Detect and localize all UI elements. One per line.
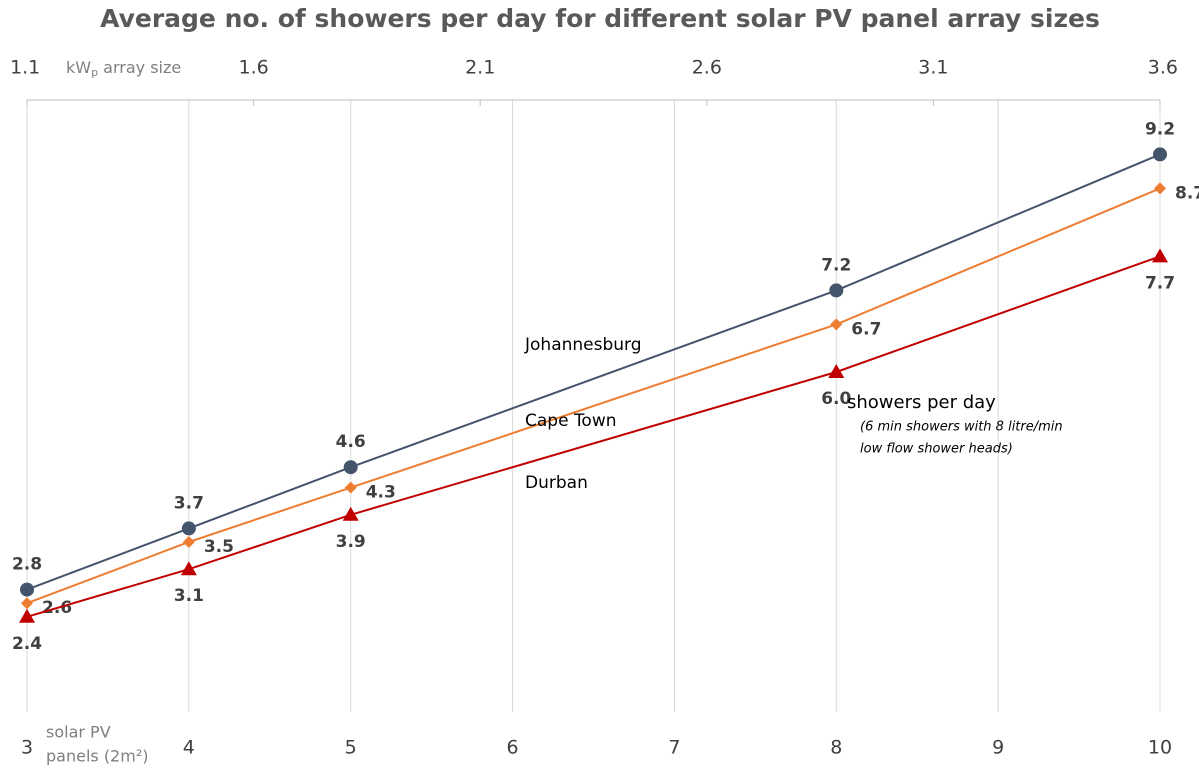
marker xyxy=(828,364,845,378)
series-line xyxy=(26,255,1161,618)
x2-tick-label: 3.6 xyxy=(1148,57,1178,79)
x2-tick-label: 3.1 xyxy=(918,57,948,79)
marker xyxy=(344,481,357,494)
series-line xyxy=(26,153,1161,591)
annotation: showers per day xyxy=(847,392,996,413)
x2-axis-label-sub: p xyxy=(91,66,98,79)
data-label: 7.7 xyxy=(1145,273,1175,293)
marker xyxy=(1153,147,1167,162)
annotation: (6 min showers with 8 litre/min xyxy=(860,420,1063,435)
data-label: 3.7 xyxy=(174,493,204,513)
x2-tick-label: 2.6 xyxy=(692,57,722,79)
x2-tick-label: 2.1 xyxy=(465,57,495,79)
marker xyxy=(19,608,35,623)
marker xyxy=(1152,248,1168,263)
marker xyxy=(830,318,843,331)
marker xyxy=(342,506,359,521)
series-label: Durban xyxy=(525,473,588,493)
marker xyxy=(180,561,197,576)
x-tick-label: 4 xyxy=(183,737,195,759)
series-label: Cape Town xyxy=(525,411,617,431)
data-label: 2.8 xyxy=(12,555,42,575)
chart-title: Average no. of showers per day for diffe… xyxy=(100,4,1100,33)
marker xyxy=(21,597,33,610)
data-label: 3.5 xyxy=(204,537,234,557)
marker xyxy=(343,460,358,475)
x2-axis-label-text: array size xyxy=(98,58,181,77)
marker xyxy=(20,582,34,597)
data-label: 8.7 xyxy=(1175,183,1199,203)
data-label: 6.7 xyxy=(851,319,881,339)
x2-tick-label: 1.6 xyxy=(238,57,268,79)
x2-axis-label-unit: kW xyxy=(66,58,91,77)
series-label: Johannesburg xyxy=(524,335,642,355)
x-tick-label: 9 xyxy=(992,737,1004,759)
x-tick-label: 5 xyxy=(345,737,357,759)
x-tick-label: 10 xyxy=(1148,737,1172,759)
x-tick-label: 3 xyxy=(21,737,33,759)
data-label: 7.2 xyxy=(821,255,851,275)
x2-tick-label: 1.1 xyxy=(10,57,40,79)
marker xyxy=(182,536,195,548)
data-label: 3.9 xyxy=(336,532,366,552)
marker xyxy=(181,521,196,536)
data-label: 9.2 xyxy=(1145,119,1175,139)
x-axis-label: panels (2m²) xyxy=(46,747,148,766)
data-label: 3.1 xyxy=(174,586,204,606)
data-label: 4.3 xyxy=(366,483,396,503)
x-tick-label: 7 xyxy=(668,737,680,759)
data-label: 6.0 xyxy=(821,389,851,409)
x-tick-label: 6 xyxy=(507,737,519,759)
marker xyxy=(1154,182,1166,195)
marker xyxy=(829,283,844,298)
data-label: 4.6 xyxy=(336,432,366,452)
x-axis-label: solar PV xyxy=(46,723,111,742)
data-label: 2.4 xyxy=(12,634,42,654)
annotation: low flow shower heads) xyxy=(860,442,1013,457)
x2-axis-label: kWp array size xyxy=(66,58,181,80)
x-tick-label: 8 xyxy=(830,737,842,759)
